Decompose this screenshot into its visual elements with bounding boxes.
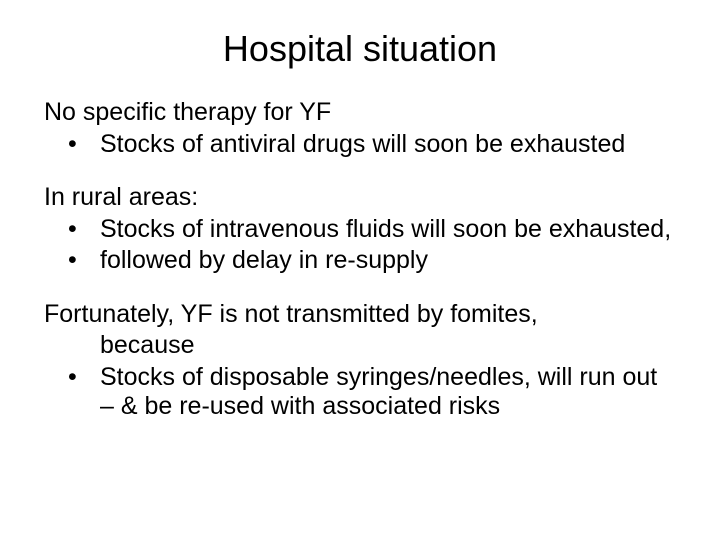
- section-3: Fortunately, YF is not transmitted by fo…: [44, 300, 676, 422]
- section-3-bullets: Stocks of disposable syringes/needles, w…: [44, 363, 676, 422]
- section-1-bullets: Stocks of antiviral drugs will soon be e…: [44, 130, 676, 160]
- section-2-bullets: Stocks of intravenous fluids will soon b…: [44, 215, 676, 276]
- section-3-cont: because: [100, 331, 676, 361]
- list-item: Stocks of intravenous fluids will soon b…: [44, 215, 676, 245]
- list-item: Stocks of disposable syringes/needles, w…: [44, 363, 676, 422]
- section-2-lead: In rural areas:: [44, 183, 676, 213]
- section-1-lead: No specific therapy for YF: [44, 98, 676, 128]
- section-2: In rural areas: Stocks of intravenous fl…: [44, 183, 676, 276]
- slide: Hospital situation No specific therapy f…: [0, 0, 720, 540]
- section-3-lead: Fortunately, YF is not transmitted by fo…: [44, 300, 676, 330]
- list-item: followed by delay in re-supply: [44, 246, 676, 276]
- slide-title: Hospital situation: [44, 28, 676, 70]
- list-item: Stocks of antiviral drugs will soon be e…: [44, 130, 676, 160]
- section-1: No specific therapy for YF Stocks of ant…: [44, 98, 676, 159]
